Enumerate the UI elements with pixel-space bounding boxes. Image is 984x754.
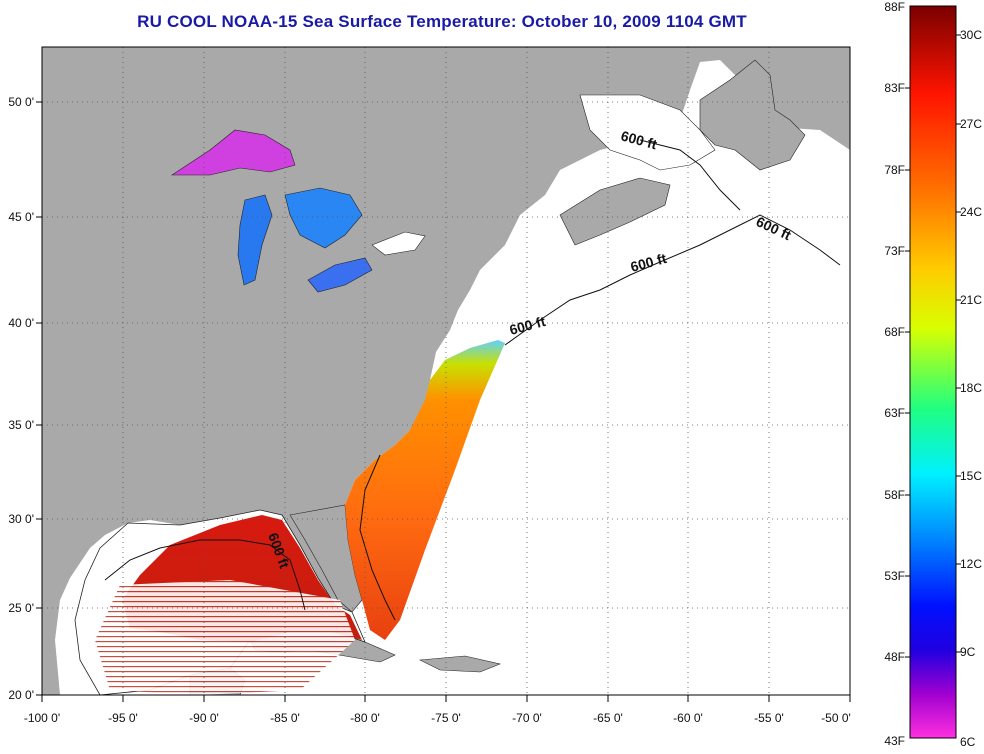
- colorbar-c-label: 15C: [960, 469, 982, 483]
- colorbar-c-label: 18C: [960, 381, 982, 395]
- lake-huron: [284, 187, 363, 249]
- colorbar-f-label: 53F: [884, 569, 905, 583]
- map-title: RU COOL NOAA-15 Sea Surface Temperature:…: [137, 12, 747, 31]
- nova-scotia-land: [559, 177, 671, 246]
- longitude-axis: -100 0' -95 0' -90 0' -85 0' -80 0' -75 …: [24, 695, 851, 725]
- gulf-sst-stripes: [95, 580, 355, 695]
- lon-tick-label: -80 0': [350, 711, 380, 725]
- atlantic-sst-swath: [345, 340, 505, 640]
- colorbar-f-label: 58F: [884, 488, 905, 502]
- colorbar-c-label: 30C: [960, 28, 982, 42]
- colorbar-c-label: 9C: [960, 645, 976, 659]
- colorbar-f-label: 43F: [884, 734, 905, 748]
- lat-tick-label: 25 0': [8, 601, 34, 615]
- newfoundland-land: [699, 59, 806, 171]
- lon-tick-label: -60 0': [673, 711, 703, 725]
- 600ft-contour-line: [104, 539, 306, 611]
- 600ft-contour-line: [359, 454, 396, 621]
- lake-ontario: [371, 231, 426, 256]
- lon-tick-label: -95 0': [108, 711, 138, 725]
- lat-tick-label: 50 0': [8, 95, 34, 109]
- lon-tick-label: -75 0': [431, 711, 461, 725]
- lat-tick-label: 40 0': [8, 316, 34, 330]
- lake-erie: [307, 257, 373, 293]
- lake-superior: [170, 129, 296, 176]
- caribbean-island: [418, 655, 502, 673]
- colorbar-f-label: 48F: [884, 650, 905, 664]
- lat-tick-label: 35 0': [8, 418, 34, 432]
- colorbar-f-scale: 88F 83F 78F 73F 68F 63F 58F 53F 48F 43F: [884, 0, 910, 748]
- latitude-axis: 50 0' 45 0' 40 0' 35 0' 30 0' 25 0' 20 0…: [8, 95, 42, 702]
- lon-tick-label: -100 0': [24, 711, 60, 725]
- colorbar-c-label: 27C: [960, 117, 982, 131]
- colorbar-c-label: 12C: [960, 557, 982, 571]
- graticule: [42, 47, 850, 695]
- lon-tick-label: -85 0': [270, 711, 300, 725]
- colorbar-f-label: 83F: [884, 81, 905, 95]
- colorbar-c-label: 21C: [960, 293, 982, 307]
- lon-tick-label: -55 0': [754, 711, 784, 725]
- colorbar-f-label: 63F: [884, 406, 905, 420]
- colorbar-f-label: 73F: [884, 244, 905, 258]
- lat-tick-label: 45 0': [8, 210, 34, 224]
- lon-tick-label: -70 0': [512, 711, 542, 725]
- lat-tick-label: 30 0': [8, 512, 34, 526]
- colorbar-f-label: 78F: [884, 163, 905, 177]
- 600ft-contour-line: [504, 214, 841, 346]
- colorbar-c-label: 6C: [960, 735, 976, 749]
- colorbar-f-label: 68F: [884, 325, 905, 339]
- lon-tick-label: -50 0': [821, 711, 851, 725]
- lon-tick-label: -65 0': [593, 711, 623, 725]
- colorbar-c-label: 24C: [960, 205, 982, 219]
- lat-tick-label: 20 0': [8, 688, 34, 702]
- colorbar-c-scale: 30C 27C 24C 21C 18C 15C 12C 9C 6C: [956, 28, 982, 749]
- colorbar: [909, 5, 957, 739]
- lake-michigan: [237, 194, 273, 286]
- lon-tick-label: -90 0': [189, 711, 219, 725]
- colorbar-f-label: 88F: [884, 0, 905, 14]
- 600ft-contour-line: [639, 139, 741, 211]
